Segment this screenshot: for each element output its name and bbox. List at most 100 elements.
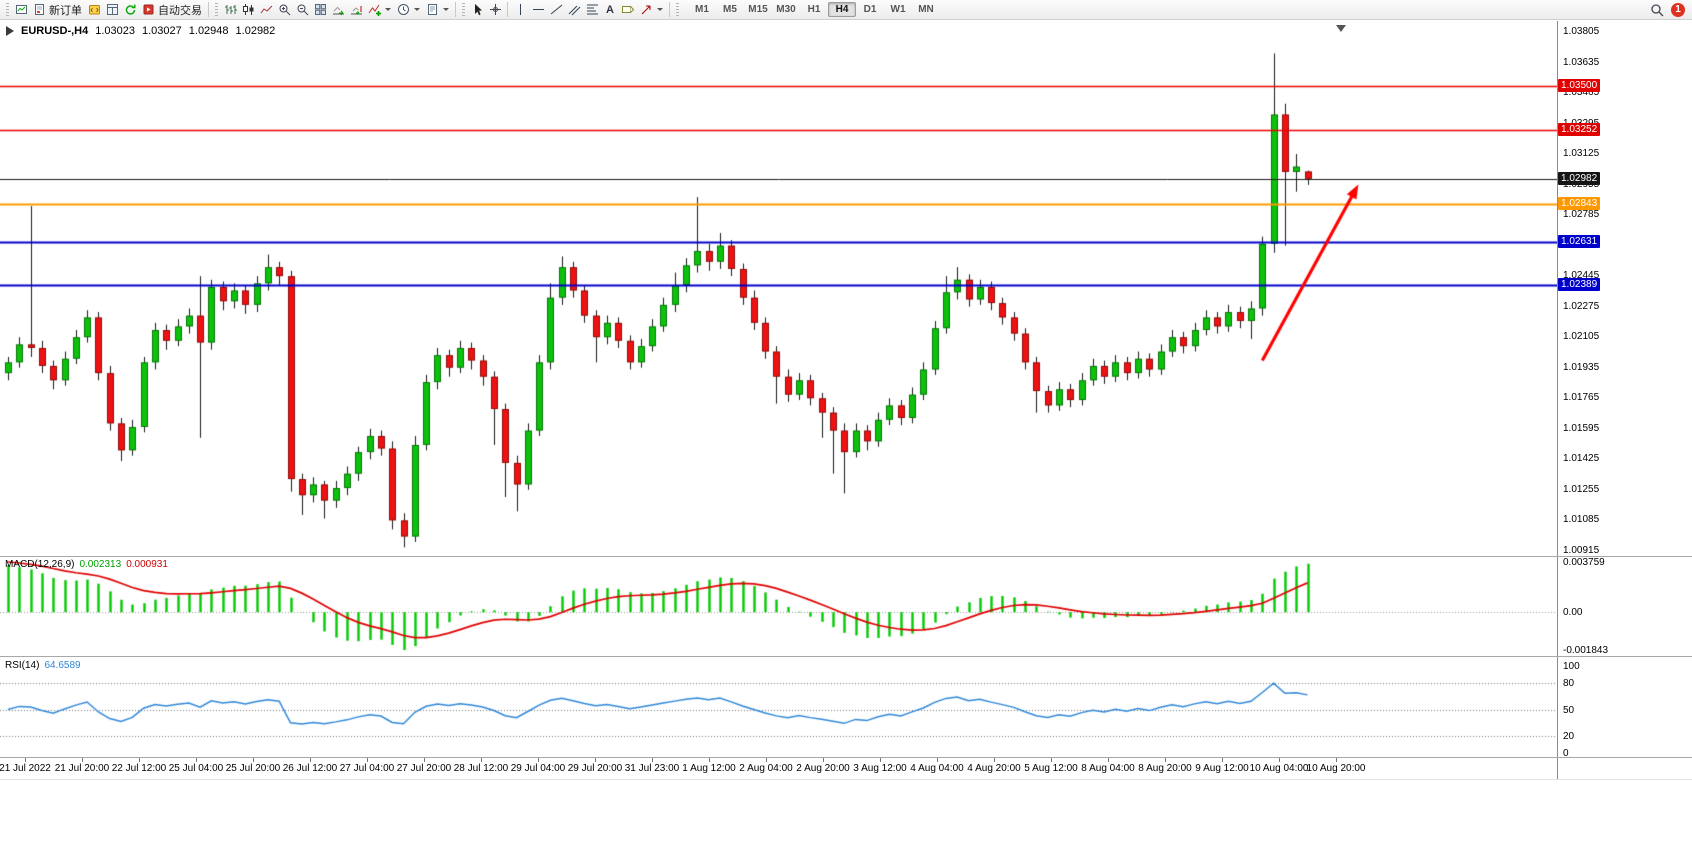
toolbar-drag-handle[interactable] [6, 2, 9, 17]
time-axis-label: 25 Jul 04:00 [168, 763, 224, 774]
time-axis-tick [82, 758, 83, 762]
price-axis[interactable] [1557, 21, 1692, 779]
clock-icon [398, 4, 409, 15]
toolbar-right-group: 1 [1648, 2, 1689, 18]
time-axis-tick [823, 758, 824, 762]
time-axis-tick [367, 758, 368, 762]
timeframe-button-m30[interactable]: M30 [776, 4, 796, 15]
chart-shift-marker [1336, 25, 1346, 32]
templates-button[interactable] [423, 1, 452, 18]
search-icon[interactable] [1648, 2, 1666, 18]
line-chart-icon[interactable] [257, 2, 275, 18]
time-axis-tick [880, 758, 881, 762]
timeframe-button-m15[interactable]: M15 [748, 4, 768, 15]
time-axis-tick [538, 758, 539, 762]
chevron-down-icon [385, 8, 391, 11]
data-window-icon[interactable] [103, 2, 121, 18]
autotrading-status-icon [143, 4, 154, 15]
time-axis-label: 9 Aug 12:00 [1195, 763, 1249, 774]
auto-scroll-icon[interactable] [329, 2, 347, 18]
macd-pane-divider[interactable] [0, 556, 1692, 557]
time-axis-label: 10 Aug 04:00 [1249, 763, 1309, 774]
refresh-icon[interactable] [121, 2, 139, 18]
toolbar-separator [669, 2, 670, 17]
autotrading-button[interactable]: 自动交易 [139, 1, 205, 18]
bar-chart-icon[interactable] [221, 2, 239, 18]
metaeditor-icon[interactable] [85, 2, 103, 18]
macd-name: MACD(12,26,9) [5, 559, 75, 570]
candlestick-chart-icon[interactable] [239, 2, 257, 18]
time-axis-label: 31 Jul 23:00 [624, 763, 680, 774]
arrow-tool-icon [641, 5, 651, 15]
trendline-icon[interactable] [547, 2, 565, 18]
ohlc-open: 1.03023 [95, 25, 135, 37]
time-axis-label: 5 Aug 12:00 [1024, 763, 1078, 774]
arrows-button[interactable] [637, 1, 666, 18]
time-axis-label: 4 Aug 04:00 [910, 763, 964, 774]
time-axis-label: 8 Aug 20:00 [1138, 763, 1192, 774]
time-axis-label: 26 Jul 12:00 [282, 763, 338, 774]
rsi-name: RSI(14) [5, 660, 40, 671]
new-chart-icon[interactable] [12, 2, 30, 18]
time-axis-label: 4 Aug 20:00 [967, 763, 1021, 774]
ohlc-high: 1.03027 [142, 25, 182, 37]
timeframe-button-mn[interactable]: MN [918, 4, 934, 15]
crosshair-icon[interactable] [486, 2, 504, 18]
chart-canvas[interactable] [0, 21, 1557, 758]
autotrading-label: 自动交易 [158, 4, 202, 17]
template-icon [428, 4, 437, 15]
new-order-button[interactable]: 新订单 [30, 1, 85, 18]
toolbar-separator [507, 2, 508, 17]
time-axis-tick [1222, 758, 1223, 762]
time-axis-tick [1108, 758, 1109, 762]
time-axis-tick [937, 758, 938, 762]
time-axis-label: 21 Jul 2022 [0, 763, 51, 774]
rsi-indicator-label: RSI(14) 64.6589 [5, 660, 81, 671]
toolbar-drag-handle[interactable] [215, 2, 218, 17]
notification-badge[interactable]: 1 [1671, 2, 1685, 17]
time-axis-tick [766, 758, 767, 762]
periods-button[interactable] [394, 1, 423, 18]
indicators-icon [368, 4, 381, 16]
zoom-out-icon[interactable] [293, 2, 311, 18]
text-icon[interactable]: A [606, 3, 614, 16]
time-axis-tick [709, 758, 710, 762]
time-axis-label: 28 Jul 12:00 [453, 763, 509, 774]
timeframe-button-m1[interactable]: M1 [695, 4, 709, 15]
macd-main-value: 0.002313 [79, 559, 122, 570]
timeframe-button-h1[interactable]: H1 [807, 4, 821, 15]
one-click-trading-toggle[interactable] [6, 26, 14, 36]
rsi-value: 64.6589 [44, 660, 81, 671]
timeframe-button-w1[interactable]: W1 [890, 4, 906, 15]
zoom-in-icon[interactable] [275, 2, 293, 18]
toolbar-drag-handle[interactable] [676, 2, 679, 17]
indicators-button[interactable] [365, 1, 394, 18]
time-axis-tick [424, 758, 425, 762]
time-axis-tick [1336, 758, 1337, 762]
toolbar-separator [208, 2, 209, 17]
toolbar-drag-handle[interactable] [462, 2, 465, 17]
chevron-down-icon [443, 8, 449, 11]
time-axis-label: 1 Aug 12:00 [682, 763, 736, 774]
rsi-pane-divider[interactable] [0, 656, 1692, 657]
timeframe-button-m5[interactable]: M5 [723, 4, 737, 15]
chart-shift-icon[interactable] [347, 2, 365, 18]
chevron-down-icon [414, 8, 420, 11]
timeframe-button-d1[interactable]: D1 [863, 4, 877, 15]
time-axis-label: 2 Aug 20:00 [796, 763, 850, 774]
timeframe-button-h4[interactable]: H4 [828, 2, 856, 17]
time-axis-label: 29 Jul 04:00 [510, 763, 566, 774]
time-axis-tick [310, 758, 311, 762]
macd-indicator-label: MACD(12,26,9) 0.002313 0.000931 [5, 559, 168, 570]
equidistant-channel-icon[interactable] [565, 2, 583, 18]
time-axis-divider [0, 757, 1692, 758]
text-label-icon[interactable] [619, 2, 637, 18]
horizontal-line-icon[interactable] [529, 2, 547, 18]
fibonacci-icon[interactable] [583, 2, 601, 18]
macd-signal-value: 0.000931 [126, 559, 168, 570]
time-axis-tick [994, 758, 995, 762]
cursor-icon[interactable] [468, 2, 486, 18]
vertical-line-icon[interactable] [511, 2, 529, 18]
tile-windows-icon[interactable] [311, 2, 329, 18]
